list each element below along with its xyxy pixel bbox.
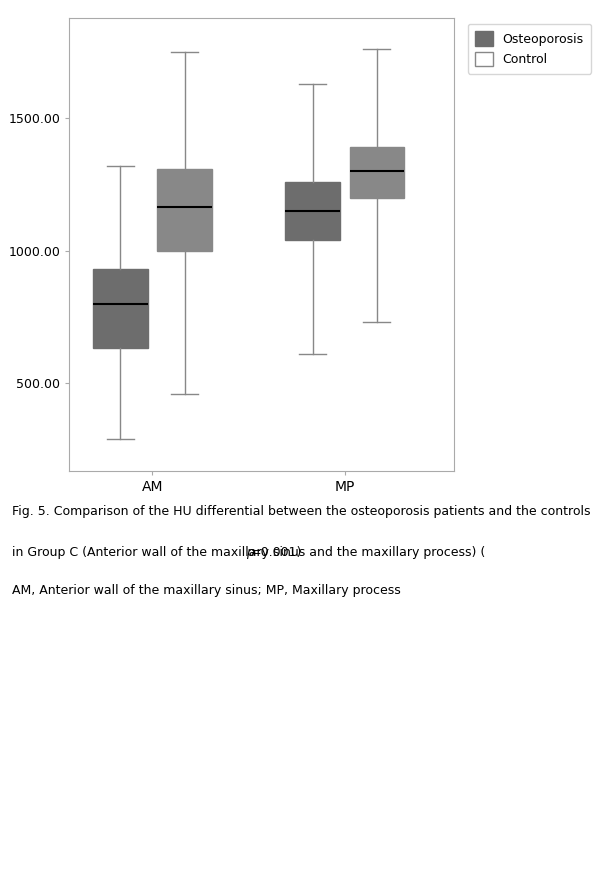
Text: p: p — [246, 546, 254, 559]
Legend: Osteoporosis, Control: Osteoporosis, Control — [468, 24, 591, 74]
PathPatch shape — [93, 269, 148, 348]
Text: Fig. 5. Comparison of the HU differential between the osteoporosis patients and : Fig. 5. Comparison of the HU differentia… — [12, 505, 591, 517]
Text: =0.001): =0.001) — [251, 546, 302, 559]
PathPatch shape — [285, 182, 340, 240]
Text: in Group C (Anterior wall of the maxillary sinus and the maxillary process) (: in Group C (Anterior wall of the maxilla… — [12, 546, 485, 559]
PathPatch shape — [157, 169, 212, 251]
PathPatch shape — [350, 148, 404, 198]
Text: AM, Anterior wall of the maxillary sinus; MP, Maxillary process: AM, Anterior wall of the maxillary sinus… — [12, 584, 401, 597]
